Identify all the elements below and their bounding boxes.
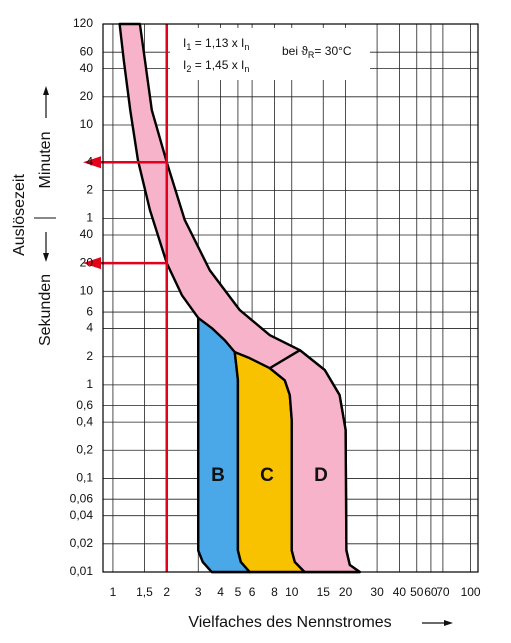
x-tick-label: 1,5 bbox=[136, 585, 153, 599]
y-tick-label: 10 bbox=[80, 283, 94, 297]
x-tick-label: 60 bbox=[424, 585, 438, 599]
annotation: I2 = 1,45 x In bbox=[183, 58, 249, 74]
y-tick-label: 0,06 bbox=[70, 491, 94, 505]
series-label: D bbox=[314, 465, 328, 486]
down-arrowhead bbox=[43, 253, 49, 262]
up-arrowhead bbox=[43, 86, 49, 95]
y-tick-label: 0,04 bbox=[70, 508, 94, 522]
x-tick-label: 30 bbox=[370, 585, 384, 599]
x-tick-label: 20 bbox=[339, 585, 353, 599]
marks-layer: B C D bbox=[83, 22, 479, 574]
x-tick-label: 40 bbox=[393, 585, 407, 599]
annotation-text: bei ϑ bbox=[282, 44, 308, 58]
y-tick-label: 0,01 bbox=[70, 564, 94, 578]
annotation-subscript: 2 bbox=[186, 64, 191, 74]
y-tick-label: 1 bbox=[86, 377, 93, 391]
annotation-box bbox=[170, 28, 370, 80]
series-label: C bbox=[260, 465, 274, 486]
y-tick-label: 0,2 bbox=[76, 442, 93, 456]
x-tick-label: 100 bbox=[461, 585, 481, 599]
x-title: Vielfaches des Nennstromes bbox=[188, 614, 391, 631]
x-tick-label: 4 bbox=[217, 585, 224, 599]
x-tick-label: 5 bbox=[235, 585, 242, 599]
right-arrowhead bbox=[444, 620, 453, 626]
annotation-text: = 1,45 x I bbox=[191, 58, 244, 72]
y-tick-label: 20 bbox=[80, 255, 94, 269]
annotation: I1 = 1,13 x In bbox=[183, 36, 249, 52]
marker-arrowhead bbox=[83, 257, 101, 270]
y-tick-label: 4 bbox=[86, 321, 93, 335]
annotation-subscript: 1 bbox=[186, 42, 191, 52]
annotation-text: = 1,13 x I bbox=[191, 36, 244, 50]
x-tick-label: 6 bbox=[249, 585, 256, 599]
y-tick-label: 4 bbox=[86, 154, 93, 168]
x-tick-label: 15 bbox=[317, 585, 331, 599]
annotation-subscript: R bbox=[308, 50, 315, 60]
x-tick-label: 2 bbox=[163, 585, 170, 599]
y-tick-label: 20 bbox=[80, 89, 94, 103]
series-label: B bbox=[211, 465, 225, 486]
x-tick-label: 50 bbox=[410, 585, 424, 599]
marker-arrowhead bbox=[83, 156, 101, 169]
y-tick-label: 2 bbox=[86, 349, 93, 363]
annotation-text: I bbox=[183, 36, 186, 50]
y-tick-label: 0,1 bbox=[76, 471, 93, 485]
annotation-subscript: n bbox=[244, 64, 249, 74]
plot-frame bbox=[102, 23, 479, 573]
y-tick-label: 6 bbox=[86, 304, 93, 318]
x-tick-label: 3 bbox=[195, 585, 202, 599]
y-tick-label: 40 bbox=[80, 227, 94, 241]
y-tick-label: 2 bbox=[86, 183, 93, 197]
x-tick-label: 70 bbox=[436, 585, 450, 599]
x-tick-label: 1 bbox=[110, 585, 117, 599]
y-tick-label: 40 bbox=[80, 61, 94, 75]
y-tick-label: 0,4 bbox=[76, 414, 93, 428]
y-title-lower: Sekunden bbox=[37, 274, 54, 346]
x-tick-label: 10 bbox=[285, 585, 299, 599]
y-tick-label: 10 bbox=[80, 117, 94, 131]
annotation: bei ϑR= 30°C bbox=[282, 44, 352, 60]
annotation-text: I bbox=[183, 58, 186, 72]
y-tick-label: 120 bbox=[73, 16, 93, 30]
y-title-upper: Minuten bbox=[37, 132, 54, 189]
y-tick-label: 0,02 bbox=[70, 536, 94, 550]
annotation-subscript: n bbox=[244, 42, 249, 52]
y-tick-label: 1 bbox=[86, 211, 93, 225]
y-tick-label: 0,6 bbox=[76, 398, 93, 412]
y-tick-label: 60 bbox=[80, 44, 94, 58]
x-tick-label: 8 bbox=[271, 585, 278, 599]
y-title: Auslösezeit bbox=[11, 174, 28, 256]
annotation-text: = 30°C bbox=[314, 44, 351, 58]
